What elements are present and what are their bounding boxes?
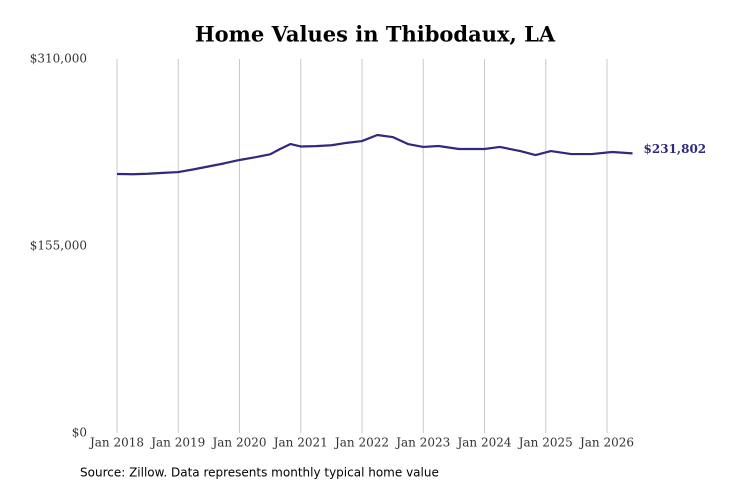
x-tick-label: Jan 2022 — [333, 436, 389, 450]
y-tick-label: $310,000 — [30, 52, 87, 66]
x-tick-label: Jan 2026 — [578, 436, 634, 450]
x-tick-label: Jan 2020 — [210, 436, 266, 450]
x-tick-label: Jan 2023 — [394, 436, 450, 450]
line-series — [116, 133, 633, 176]
data-label: $231,802 — [644, 142, 707, 156]
chart-title: Home Values in Thibodaux, LA — [195, 22, 556, 47]
x-tick-label: Jan 2018 — [88, 436, 144, 450]
x-tick-label: Jan 2025 — [517, 436, 573, 450]
x-tick-label: Jan 2021 — [272, 436, 328, 450]
x-tick-label: Jan 2024 — [455, 436, 511, 450]
source-note: Source: Zillow. Data represents monthly … — [80, 466, 439, 480]
x-tick-label: Jan 2019 — [149, 436, 205, 450]
y-tick-label: $0 — [72, 426, 87, 440]
y-tick-label: $155,000 — [30, 239, 87, 253]
